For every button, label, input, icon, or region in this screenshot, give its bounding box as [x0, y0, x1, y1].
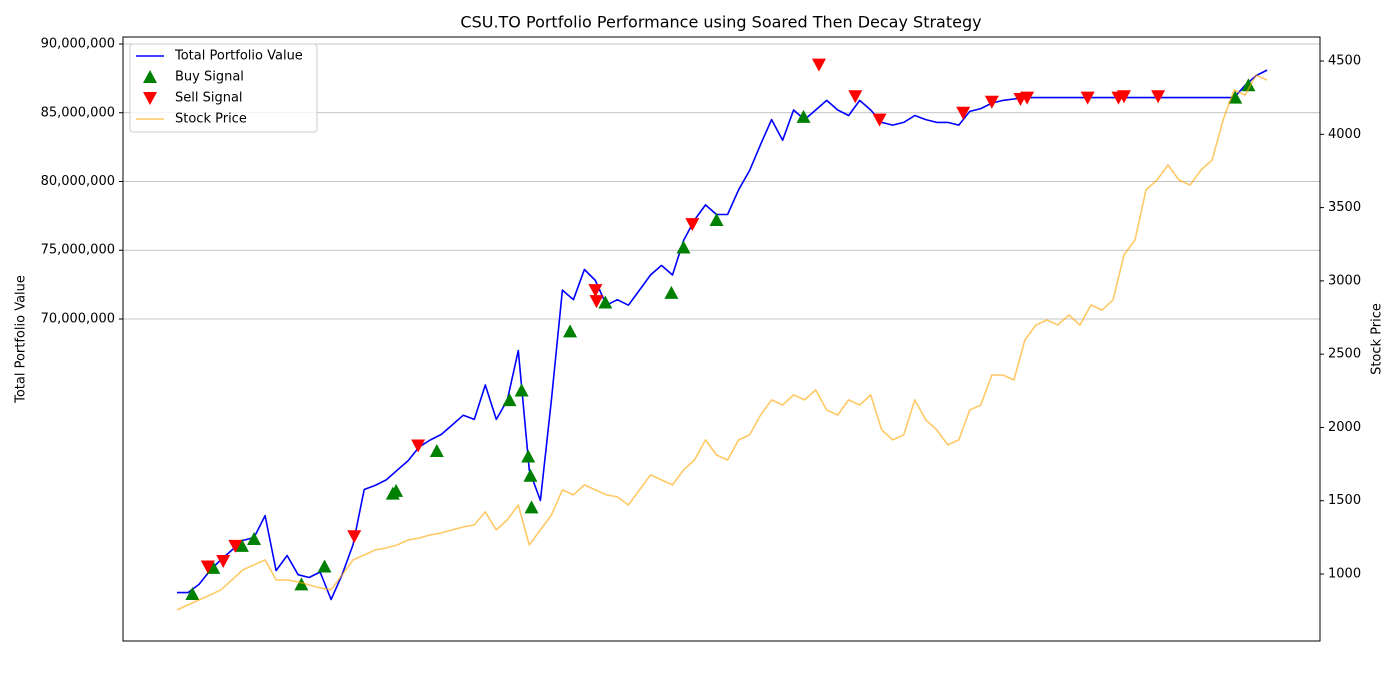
signal-marker	[524, 500, 539, 514]
signal-marker	[664, 285, 679, 299]
signal-marker	[848, 90, 863, 104]
signal-marker	[984, 95, 999, 109]
signal-marker	[200, 560, 215, 574]
plot-area: 70,000,000 75,000,000 80,000,000 85,000,000…	[41, 37, 1361, 611]
y-axis-label: Total Portfolio Value	[14, 275, 29, 404]
signal-marker	[228, 539, 243, 553]
legend-swatch	[143, 70, 157, 83]
signal-marker	[523, 468, 538, 482]
legend-label: Total Portfolio Value	[174, 49, 303, 64]
y-tick-label: 85,000,000	[41, 105, 115, 120]
signal-marker	[811, 58, 826, 72]
plot-frame	[122, 36, 1321, 642]
y-tick-label: 75,000,000	[41, 243, 115, 258]
signal-marker	[389, 483, 404, 497]
legend-swatch	[143, 92, 157, 105]
y-tick-label: 80,000,000	[41, 174, 115, 189]
y2-axis-label: Stock Price	[1370, 303, 1385, 375]
signal-marker	[685, 218, 700, 232]
y2-tick-label: 4500	[1328, 54, 1361, 69]
signal-marker	[872, 113, 887, 127]
y-tick-label: 70,000,000	[41, 311, 115, 326]
signal-marker	[502, 393, 517, 407]
y2-tick-label: 1500	[1328, 493, 1361, 508]
signal-marker	[216, 554, 231, 568]
legend-label: Stock Price	[175, 112, 247, 127]
signal-marker	[1241, 78, 1256, 92]
signal-marker	[1151, 90, 1166, 104]
signal-marker	[1116, 90, 1131, 104]
y2-tick-label: 1000	[1328, 567, 1361, 582]
chart-title: CSU.TO Portfolio Performance using Soare…	[460, 13, 981, 32]
signal-marker	[796, 109, 811, 123]
y-tick-label: 90,000,000	[41, 37, 115, 52]
signal-marker	[1228, 90, 1243, 104]
signal-marker	[598, 295, 613, 309]
y2-tick-label: 3000	[1328, 273, 1361, 288]
signal-marker	[588, 284, 603, 298]
signal-marker	[676, 240, 691, 254]
signal-marker	[514, 383, 529, 397]
signal-marker	[589, 295, 604, 309]
signal-marker	[234, 538, 249, 552]
signal-marker	[1020, 91, 1035, 105]
y2-tick-label: 2500	[1328, 347, 1361, 362]
signal-marker	[709, 213, 724, 227]
signal-marker	[317, 559, 332, 573]
signal-marker	[1080, 91, 1095, 105]
y2-tick-label: 2000	[1328, 420, 1361, 435]
series-line	[176, 74, 1268, 611]
legend-label: Sell Signal	[175, 91, 243, 106]
signal-marker	[563, 324, 578, 338]
signal-marker	[185, 586, 200, 600]
signal-marker	[411, 439, 426, 453]
y2-tick-label: 3500	[1328, 200, 1361, 215]
signal-marker	[347, 530, 362, 544]
signal-marker	[294, 577, 309, 591]
signal-marker	[206, 560, 221, 574]
legend-box	[129, 43, 318, 133]
legend: Total Portfolio Value Buy Signal Sell Sign…	[129, 43, 318, 133]
signal-marker	[247, 531, 262, 545]
signal-marker	[956, 106, 971, 120]
y2-tick-label: 4000	[1328, 127, 1361, 142]
legend-label: Buy Signal	[175, 70, 244, 85]
signal-marker	[429, 443, 444, 457]
signal-marker	[521, 449, 536, 463]
